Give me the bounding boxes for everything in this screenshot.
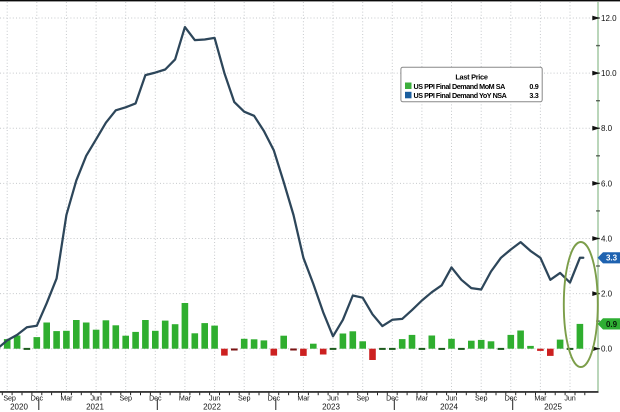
svg-text:Mar: Mar — [534, 393, 547, 402]
svg-text:Mar: Mar — [179, 393, 192, 402]
svg-text:12.0: 12.0 — [601, 14, 617, 23]
svg-text:Dec: Dec — [505, 393, 518, 402]
svg-text:Jun: Jun — [446, 393, 457, 402]
svg-text:Mar: Mar — [60, 393, 73, 402]
svg-text:2021: 2021 — [86, 403, 104, 412]
svg-text:Jun: Jun — [327, 393, 338, 402]
svg-text:3.3: 3.3 — [606, 254, 618, 263]
svg-text:Mar: Mar — [297, 393, 310, 402]
svg-text:6.0: 6.0 — [601, 179, 613, 188]
svg-text:0.9: 0.9 — [529, 82, 538, 91]
svg-text:10.0: 10.0 — [601, 69, 617, 78]
svg-text:2025: 2025 — [544, 403, 562, 412]
svg-text:2024: 2024 — [440, 403, 458, 412]
svg-text:0.0: 0.0 — [601, 345, 613, 354]
svg-text:Sep: Sep — [475, 393, 487, 402]
svg-text:US PPI Final Demand YoY NSA: US PPI Final Demand YoY NSA — [414, 91, 507, 100]
svg-text:2022: 2022 — [203, 403, 221, 412]
svg-text:3.3: 3.3 — [529, 91, 538, 100]
svg-text:Sep: Sep — [3, 393, 15, 402]
svg-text:Sep: Sep — [357, 393, 369, 402]
svg-text:Last Price: Last Price — [455, 72, 488, 81]
svg-text:Sep: Sep — [238, 393, 250, 402]
svg-text:Dec: Dec — [268, 393, 281, 402]
svg-text:Dec: Dec — [386, 393, 399, 402]
svg-text:Dec: Dec — [149, 393, 162, 402]
svg-text:8.0: 8.0 — [601, 124, 613, 133]
svg-text:Jun: Jun — [91, 393, 102, 402]
svg-text:4.0: 4.0 — [601, 234, 613, 243]
svg-text:Jun: Jun — [564, 393, 575, 402]
svg-text:Sep: Sep — [120, 393, 132, 402]
svg-text:Mar: Mar — [416, 393, 429, 402]
svg-text:Dec: Dec — [31, 393, 44, 402]
svg-text:2.0: 2.0 — [601, 290, 613, 299]
svg-text:0.9: 0.9 — [606, 320, 618, 329]
svg-text:2023: 2023 — [322, 403, 340, 412]
svg-text:2020: 2020 — [10, 403, 28, 412]
svg-text:Jun: Jun — [209, 393, 220, 402]
svg-text:US PPI Final Demand MoM SA: US PPI Final Demand MoM SA — [414, 82, 506, 91]
